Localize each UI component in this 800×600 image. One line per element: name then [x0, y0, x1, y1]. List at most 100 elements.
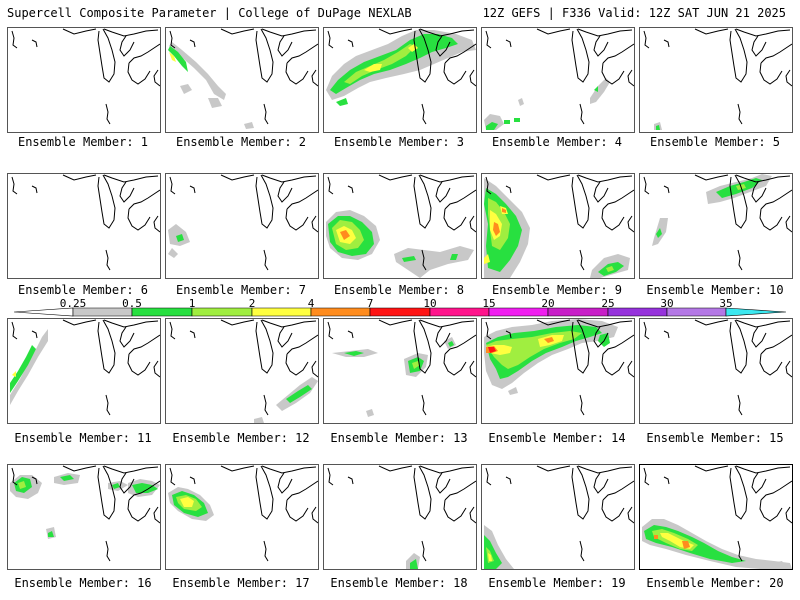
coastline-2	[119, 35, 135, 57]
coastline-0	[571, 465, 590, 520]
coastline-7	[189, 476, 196, 485]
coastline-9	[220, 465, 255, 472]
scp-contour-2-3	[168, 46, 188, 72]
scp-contour-20-6	[772, 561, 786, 569]
coastline-9	[536, 465, 571, 472]
color-scale-segment-9	[547, 307, 609, 317]
coastline-1	[735, 319, 791, 328]
coastline-2	[751, 181, 767, 203]
coastline-7	[189, 39, 196, 48]
coastline-6	[11, 321, 18, 340]
coastline-3	[128, 43, 160, 64]
ensemble-member-map-3	[323, 27, 477, 133]
coastline-8	[263, 540, 269, 562]
scp-contour-4-3	[486, 122, 498, 130]
ensemble-member-map-16	[7, 464, 161, 570]
coastline-6	[327, 176, 334, 195]
scp-contour-13-4	[412, 361, 420, 369]
coastline-8	[737, 540, 743, 562]
ensemble-member-map-4	[481, 27, 635, 133]
map-canvas-4	[484, 28, 634, 130]
coastline-8	[421, 103, 427, 125]
color-scale-label: 0.25	[59, 297, 87, 310]
coastline-2	[435, 181, 451, 203]
coastline-9	[378, 28, 413, 35]
coastline-1	[261, 28, 317, 37]
coastline-0	[255, 174, 274, 229]
color-scale-label: 10	[423, 297, 437, 310]
coastline-5	[311, 69, 318, 87]
coastline-2	[277, 326, 293, 348]
ensemble-member-map-15	[639, 318, 793, 424]
coastline-9	[536, 28, 571, 35]
scp-contour-4-5	[514, 118, 520, 122]
coastline-0	[729, 465, 748, 520]
coastline-2	[435, 35, 451, 57]
coastline-3	[760, 43, 792, 64]
coastline-5	[785, 360, 792, 378]
coastline-7	[347, 185, 354, 194]
coastline-1	[577, 465, 633, 474]
coastline-3	[444, 334, 476, 355]
coastline-6	[169, 176, 176, 195]
coastline-2	[751, 35, 767, 57]
coastline-1	[419, 319, 475, 328]
coastline-3	[286, 189, 318, 210]
scp-contour-4-1	[518, 98, 524, 106]
coastline-3	[444, 43, 476, 64]
coastline-1	[419, 465, 475, 474]
coastline-5	[627, 360, 634, 378]
coastline-5	[153, 69, 160, 87]
coastline-5	[627, 506, 634, 524]
ensemble-member-label: Ensemble Member: 19	[488, 576, 626, 590]
color-scale-segment-5	[310, 307, 371, 317]
ensemble-member-label: Ensemble Member: 17	[172, 576, 310, 590]
map-canvas-11	[10, 319, 160, 416]
scp-contour-17-3	[180, 497, 194, 507]
color-scale-segment-11	[666, 307, 727, 317]
color-scale-segment-4	[251, 307, 312, 317]
scp-contour-9-6	[502, 208, 506, 213]
ensemble-member-map-9	[481, 173, 635, 279]
scp-contour-2-0	[169, 42, 226, 100]
scp-contour-14-7	[544, 337, 554, 343]
coastline-8	[579, 394, 585, 416]
coastline-7	[347, 330, 354, 339]
coastline-4	[127, 499, 151, 522]
scp-contour-3-5	[336, 98, 348, 106]
coastline-4	[443, 353, 467, 376]
coastline-2	[593, 35, 609, 57]
ensemble-member-label: Ensemble Member: 5	[649, 135, 781, 149]
ensemble-member-map-7	[165, 173, 319, 279]
coastline-5	[469, 69, 476, 87]
coastline-9	[62, 319, 97, 326]
coastline-5	[469, 506, 476, 524]
coastline-4	[601, 353, 625, 376]
scp-contour-2-1	[180, 84, 192, 94]
ensemble-member-map-2	[165, 27, 319, 133]
coastline-7	[505, 185, 512, 194]
coastline-8	[737, 249, 743, 271]
coastline-4	[443, 62, 467, 85]
coastline-6	[643, 467, 650, 486]
scp-contour-8-7	[450, 254, 458, 260]
map-canvas-18	[327, 465, 476, 569]
coastline-0	[413, 319, 432, 374]
coastline-6	[643, 30, 650, 49]
ensemble-member-map-17	[165, 464, 319, 570]
ensemble-member-label: Ensemble Member: 6	[17, 283, 149, 297]
map-canvas-1	[11, 28, 160, 125]
ensemble-member-label: Ensemble Member: 4	[491, 135, 623, 149]
scp-contour-7-1	[168, 248, 178, 258]
scp-contour-18-1	[410, 559, 418, 569]
coastline-4	[285, 499, 309, 522]
color-scale-segment-8	[488, 307, 549, 317]
coastline-3	[286, 334, 318, 355]
coastline-0	[97, 319, 116, 374]
coastline-1	[103, 465, 159, 474]
scp-contour-16-7	[132, 483, 158, 493]
color-scale-label: 7	[366, 297, 374, 310]
ensemble-member-label: Ensemble Member: 8	[333, 283, 465, 297]
coastline-2	[751, 326, 767, 348]
coastline-5	[469, 360, 476, 378]
